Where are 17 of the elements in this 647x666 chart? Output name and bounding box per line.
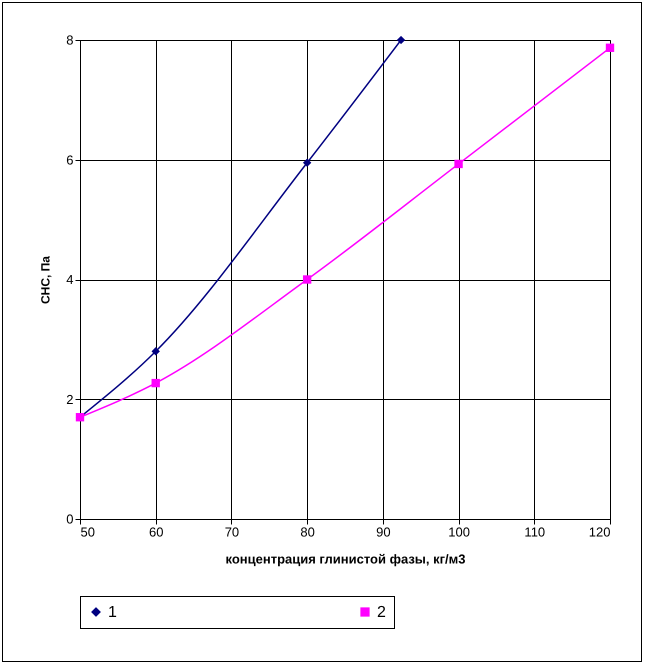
- x-tick-label: 50: [80, 524, 95, 540]
- x-tick-label: 120: [588, 524, 610, 540]
- x-tick-label: 80: [300, 524, 315, 540]
- x-tick-label: 100: [448, 524, 470, 540]
- y-tick-label: 6: [66, 152, 74, 168]
- y-tick-label: 0: [66, 512, 74, 526]
- legend-label: 1: [108, 604, 117, 621]
- x-tick-label: 110: [524, 524, 546, 540]
- legend-label: 2: [377, 604, 386, 621]
- x-tick-label: 70: [224, 524, 240, 540]
- y-tick-label: 4: [66, 272, 74, 287]
- y-tick-label: 8: [66, 32, 74, 48]
- x-tick-label: 90: [376, 524, 391, 540]
- x-tick-label: 60: [148, 524, 164, 540]
- y-axis-title: СНС, Па: [38, 256, 52, 304]
- y-tick-label: 2: [66, 392, 74, 407]
- x-axis-title: концентрация глинистой фазы, кг/м3: [225, 552, 466, 566]
